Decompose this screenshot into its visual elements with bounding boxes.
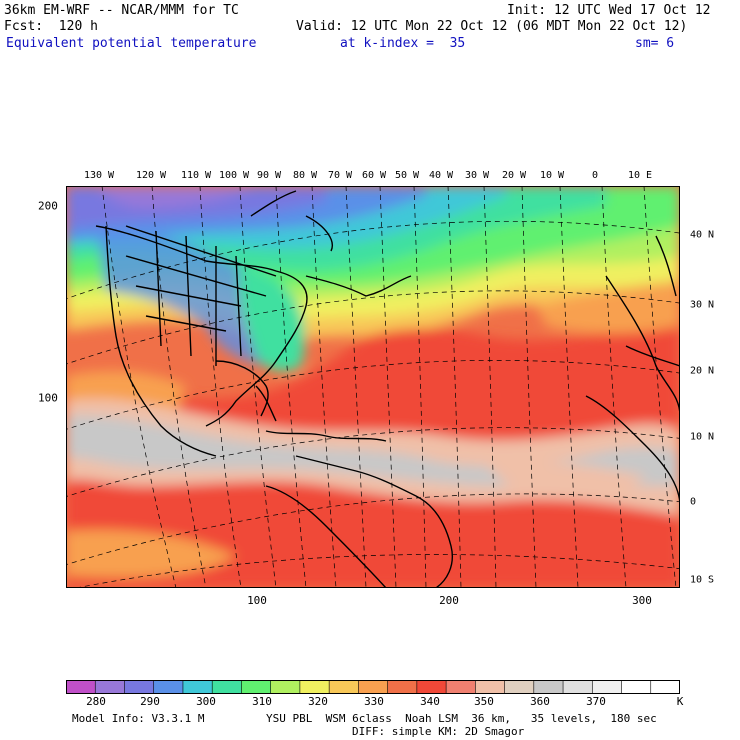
valid-time: Valid: 12 UTC Mon 22 Oct 12 (06 MDT Mon … — [296, 19, 688, 34]
colorbar-label: 330 — [364, 695, 384, 708]
diffusion-info: DIFF: simple KM: 2D Smagor — [352, 725, 525, 738]
grid-x-tick: 200 — [439, 594, 459, 607]
lon-tick: 70 W — [327, 170, 353, 181]
lat-tick: 20 N — [690, 365, 715, 377]
lat-tick: 30 N — [690, 299, 715, 311]
colorbar-swatch — [94, 680, 126, 694]
lat-tick: 40 N — [690, 229, 715, 241]
lon-tick: 10 W — [539, 170, 565, 181]
model-title: 36km EM-WRF -- NCAR/MMM for TC — [4, 3, 239, 18]
grid-y-tick: 200 — [38, 199, 58, 213]
colorbar-swatch — [650, 680, 680, 694]
colorbar — [66, 680, 680, 694]
lon-tick: 10 E — [627, 170, 653, 181]
colorbar-swatch — [358, 680, 389, 694]
theta-e-map — [66, 186, 680, 588]
colorbar-swatch — [241, 680, 272, 694]
lon-tick: 60 W — [361, 170, 387, 181]
colorbar-swatch — [562, 680, 594, 694]
lat-tick: 10 N — [690, 431, 715, 443]
colorbar-swatch — [124, 680, 155, 694]
grid-x-tick: 100 — [247, 594, 267, 607]
lon-tick: 120 W — [135, 170, 167, 181]
grid-y-tick: 100 — [38, 391, 58, 405]
colorbar-unit: K — [676, 695, 684, 708]
lon-tick: 80 W — [292, 170, 318, 181]
colorbar-swatch — [270, 680, 301, 694]
colorbar-swatch — [504, 680, 535, 694]
forecast-hour: Fcst: 120 h — [4, 19, 98, 34]
colorbar-swatch — [621, 680, 652, 694]
grid-x-tick: 300 — [632, 594, 652, 607]
lon-tick: 90 W — [256, 170, 282, 181]
colorbar-swatch — [153, 680, 184, 694]
colorbar-label: 370 — [586, 695, 606, 708]
field-contours — [66, 186, 680, 588]
coastlines — [95, 190, 680, 588]
colorbar-label: 290 — [140, 695, 160, 708]
graticule — [66, 186, 680, 588]
map-border — [66, 186, 680, 588]
colorbar-swatch — [533, 680, 564, 694]
colorbar-label: 360 — [530, 695, 550, 708]
colorbar-swatch — [211, 680, 243, 694]
colorbar-swatch — [475, 680, 506, 694]
colorbar-label: 350 — [474, 695, 494, 708]
smoothing-label: sm= 6 — [635, 36, 675, 51]
colorbar-swatch — [387, 680, 418, 694]
colorbar-swatch — [182, 680, 213, 694]
lon-tick: 40 W — [428, 170, 454, 181]
field-name: Equivalent potential temperature — [6, 36, 257, 51]
colorbar-swatch — [591, 680, 623, 694]
lat-tick: 0 — [690, 496, 697, 508]
lon-tick: 50 W — [394, 170, 420, 181]
colorbar-label: 300 — [196, 695, 216, 708]
lon-tick: 100 W — [218, 170, 250, 181]
colorbar-swatch — [445, 680, 477, 694]
colorbar-label: 310 — [252, 695, 272, 708]
lon-tick: 0 — [591, 170, 599, 181]
lon-tick: 110 W — [180, 170, 212, 181]
lon-tick: 130 W — [83, 170, 115, 181]
lon-tick: 30 W — [464, 170, 490, 181]
lat-tick: 10 S — [690, 574, 715, 586]
model-info: Model Info: V3.3.1 M — [72, 712, 205, 725]
colorbar-swatch — [416, 680, 447, 694]
colorbar-label: 340 — [420, 695, 440, 708]
colorbar-label: 320 — [308, 695, 328, 708]
colorbar-swatch — [328, 680, 360, 694]
physics-info: YSU PBL WSM 6class Noah LSM 36 km, 35 le… — [266, 712, 657, 725]
lon-tick: 20 W — [501, 170, 527, 181]
init-time: Init: 12 UTC Wed 17 Oct 12 — [507, 3, 711, 18]
colorbar-swatch — [66, 680, 97, 694]
level-label: at k-index = 35 — [340, 36, 466, 51]
colorbar-label: 280 — [86, 695, 106, 708]
colorbar-swatch — [299, 680, 330, 694]
